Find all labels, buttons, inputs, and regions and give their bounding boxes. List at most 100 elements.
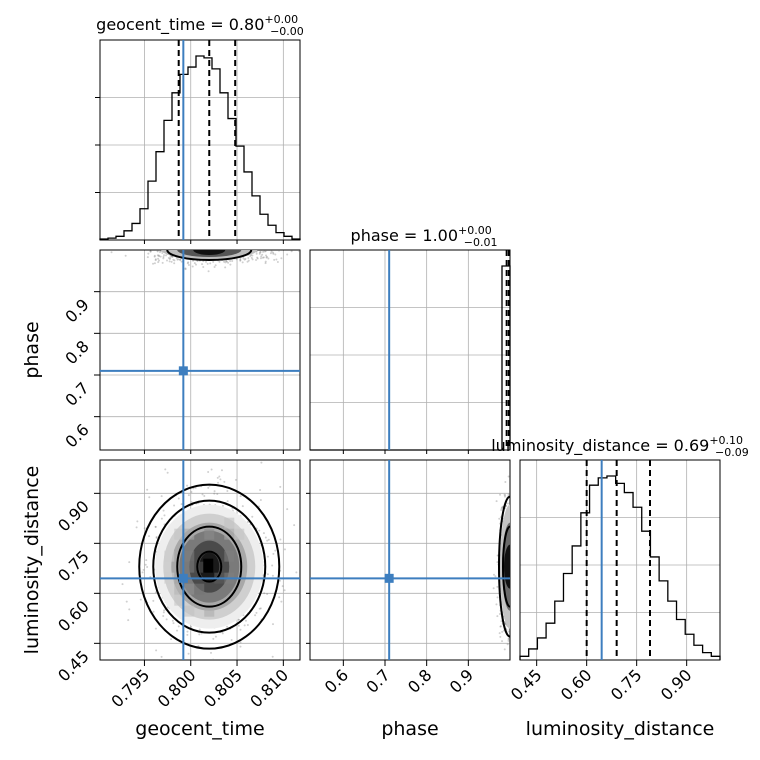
sample-point <box>271 623 274 626</box>
sample-point <box>258 607 261 610</box>
sample-point <box>177 258 180 261</box>
sample-point <box>219 478 222 481</box>
sample-point <box>177 497 180 500</box>
sample-point <box>226 500 229 503</box>
sample-point <box>220 469 223 472</box>
sample-point <box>239 641 242 644</box>
sample-point <box>128 561 131 564</box>
sample-point <box>507 475 510 478</box>
sample-point <box>283 589 286 592</box>
sample-point <box>209 262 212 265</box>
sample-point <box>224 261 227 264</box>
sample-point <box>234 478 237 481</box>
sample-point <box>230 638 233 641</box>
sample-point <box>271 564 274 567</box>
sample-point <box>503 495 506 498</box>
sample-point <box>316 575 318 577</box>
y-tick-label: 0.75 <box>54 547 93 586</box>
y-tick-label: 0.8 <box>61 337 92 368</box>
sample-point <box>501 630 504 633</box>
sample-point <box>498 612 501 615</box>
sample-point <box>223 480 226 483</box>
panel-frame <box>519 459 721 661</box>
sample-point <box>276 261 279 264</box>
sample-point <box>262 256 265 259</box>
sample-point <box>187 261 190 264</box>
sample-point <box>179 258 182 261</box>
sample-point <box>162 614 165 617</box>
sample-point <box>508 643 510 646</box>
x-axis-label: phase <box>381 718 438 740</box>
grid-lines <box>100 40 300 240</box>
sample-point <box>163 514 166 517</box>
sample-point <box>279 538 282 541</box>
sample-point <box>153 255 156 258</box>
sample-point <box>239 628 242 631</box>
x-tick-label: 0.805 <box>200 665 246 711</box>
sample-point <box>504 622 507 625</box>
density-phase-luminosity_distance <box>492 475 510 675</box>
density-cell <box>164 550 175 562</box>
sample-point <box>162 509 165 512</box>
sample-point <box>266 573 269 576</box>
sample-point <box>209 672 211 674</box>
sample-point <box>205 260 208 263</box>
sample-point <box>270 250 273 253</box>
sample-point <box>499 493 502 496</box>
sample-point <box>495 603 498 606</box>
sample-point <box>184 267 187 270</box>
sample-point <box>190 491 193 494</box>
density-cell <box>184 583 195 595</box>
sample-point <box>239 664 241 666</box>
sample-point <box>202 266 205 269</box>
sample-point <box>280 600 283 603</box>
sample-point <box>154 259 157 262</box>
sample-point <box>170 255 173 258</box>
sample-point <box>278 250 281 252</box>
x-tick-label: 0.795 <box>107 665 153 711</box>
sample-point <box>498 632 501 635</box>
sample-point <box>507 639 510 642</box>
y-tick-label: 0.90 <box>54 497 93 536</box>
sample-point <box>128 608 131 611</box>
sample-point <box>165 259 168 262</box>
sample-point <box>184 268 187 271</box>
contour-line <box>166 250 253 261</box>
sample-point <box>148 535 151 538</box>
sample-point <box>155 703 157 705</box>
sample-point <box>508 637 510 640</box>
sample-point <box>158 251 161 254</box>
contour-line <box>176 525 243 608</box>
x-tick-label: 0.9 <box>446 665 477 696</box>
sample-point <box>154 258 157 261</box>
sample-point <box>271 655 274 658</box>
sample-point <box>503 648 506 651</box>
sample-point <box>256 256 259 259</box>
contour-line <box>498 495 510 638</box>
density-cell <box>184 605 195 617</box>
sample-point <box>267 538 270 541</box>
sample-point <box>243 258 246 261</box>
sample-point <box>262 532 265 535</box>
x-tick-label: 0.8 <box>404 665 435 696</box>
sample-point <box>176 629 179 632</box>
sample-point <box>251 254 254 257</box>
sample-point <box>275 258 278 261</box>
sample-point <box>173 262 176 265</box>
title-plus-error: +0.00 <box>458 224 492 237</box>
sample-point <box>231 507 234 510</box>
sample-point <box>139 598 142 601</box>
sample-point <box>235 258 238 261</box>
sample-point <box>261 253 264 256</box>
sample-point <box>260 255 263 258</box>
x-tick-label: 0.45 <box>507 665 546 704</box>
title-value: phase = 1.00 <box>351 226 458 245</box>
title-value: luminosity_distance = 0.69 <box>491 436 709 456</box>
sample-point <box>254 614 257 617</box>
sample-point <box>506 673 508 675</box>
sample-point <box>156 250 159 253</box>
sample-point <box>246 624 249 627</box>
sample-point <box>163 609 166 612</box>
sample-point <box>494 575 497 578</box>
